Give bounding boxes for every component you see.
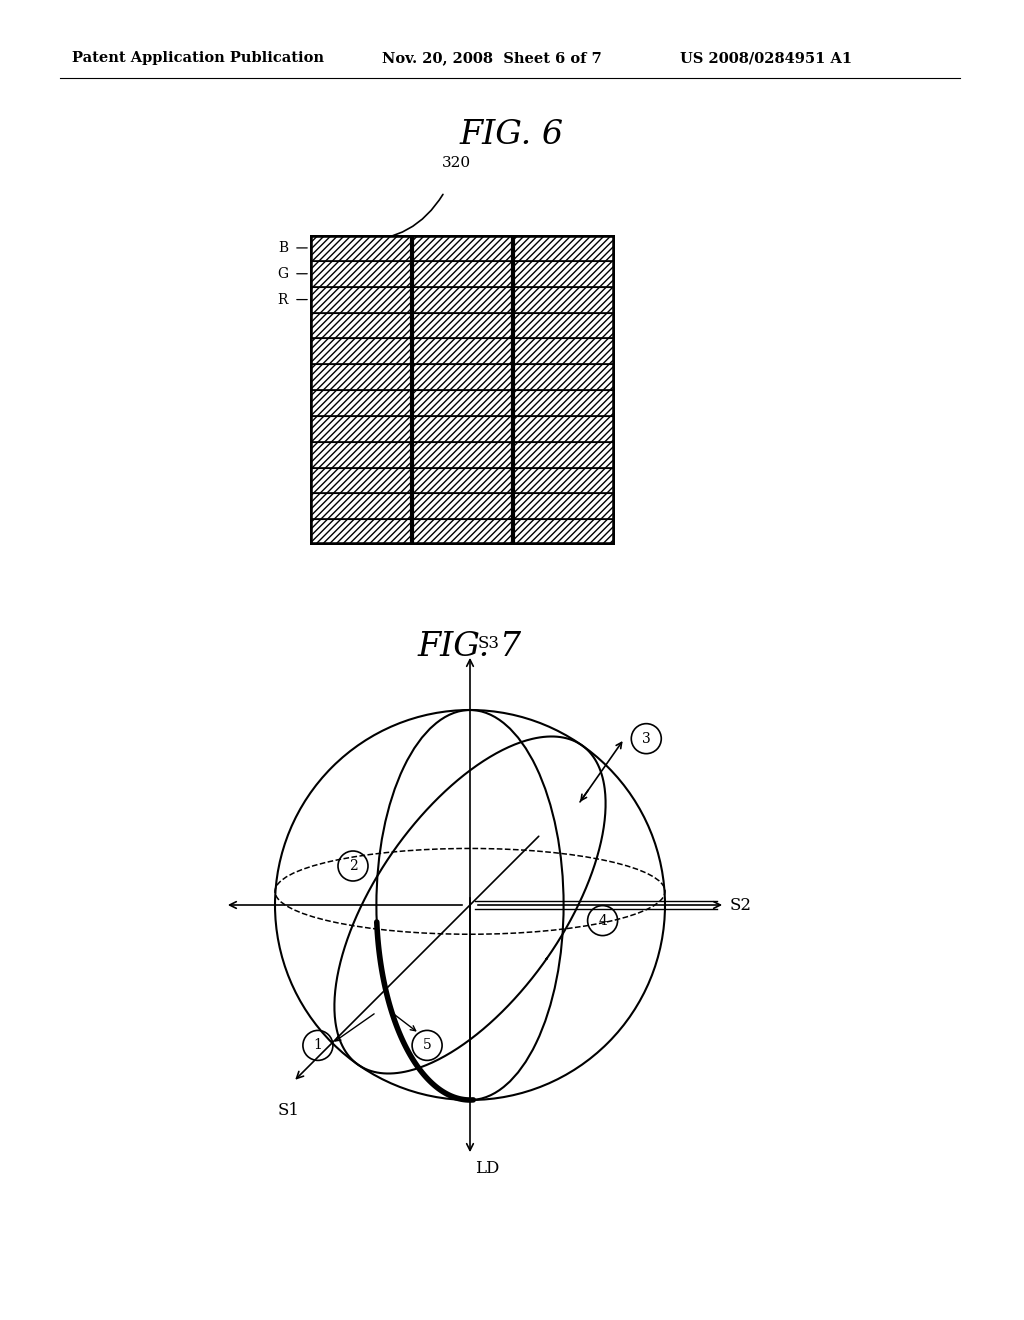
Text: S2: S2 xyxy=(730,896,752,913)
Bar xyxy=(310,467,412,494)
Text: 320: 320 xyxy=(441,156,471,170)
Bar xyxy=(412,235,513,261)
Text: US 2008/0284951 A1: US 2008/0284951 A1 xyxy=(680,51,852,65)
Bar xyxy=(513,442,615,467)
Bar xyxy=(412,313,513,338)
Bar xyxy=(310,389,412,416)
Text: Patent Application Publication: Patent Application Publication xyxy=(72,51,324,65)
Bar xyxy=(513,389,615,416)
Bar xyxy=(513,338,615,364)
Bar xyxy=(513,364,615,389)
Bar xyxy=(310,286,412,313)
Bar xyxy=(412,338,513,364)
Bar xyxy=(412,261,513,286)
Text: G: G xyxy=(276,267,288,281)
Bar xyxy=(310,235,412,261)
Bar xyxy=(310,519,412,545)
Text: Nov. 20, 2008  Sheet 6 of 7: Nov. 20, 2008 Sheet 6 of 7 xyxy=(382,51,602,65)
Bar xyxy=(412,364,513,389)
Text: 5: 5 xyxy=(423,1039,431,1052)
Text: 2: 2 xyxy=(348,859,357,873)
Bar xyxy=(412,494,513,519)
Text: R: R xyxy=(278,293,288,306)
Bar xyxy=(310,261,412,286)
Bar xyxy=(513,235,615,261)
Bar xyxy=(412,519,513,545)
Bar xyxy=(310,313,412,338)
Text: S1: S1 xyxy=(278,1102,299,1119)
Text: FIG. 7: FIG. 7 xyxy=(418,631,522,663)
Text: 1: 1 xyxy=(313,1039,323,1052)
Text: S3: S3 xyxy=(478,635,500,652)
Bar xyxy=(513,286,615,313)
Bar xyxy=(310,338,412,364)
Bar xyxy=(310,416,412,442)
Bar xyxy=(412,286,513,313)
Text: B: B xyxy=(278,242,288,255)
Text: LD: LD xyxy=(475,1160,500,1177)
Text: 4: 4 xyxy=(598,913,607,928)
Bar xyxy=(412,389,513,416)
Bar xyxy=(412,467,513,494)
Bar xyxy=(513,313,615,338)
Text: FIG. 6: FIG. 6 xyxy=(460,119,564,150)
Text: 3: 3 xyxy=(642,731,650,746)
Bar xyxy=(310,364,412,389)
Bar xyxy=(513,416,615,442)
Bar xyxy=(513,467,615,494)
Bar xyxy=(513,519,615,545)
Bar xyxy=(513,494,615,519)
Bar xyxy=(513,261,615,286)
Bar xyxy=(412,442,513,467)
Bar xyxy=(310,494,412,519)
Bar xyxy=(310,442,412,467)
Bar xyxy=(412,416,513,442)
